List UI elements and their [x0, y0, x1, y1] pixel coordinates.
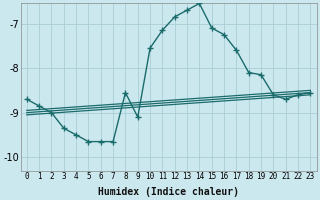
X-axis label: Humidex (Indice chaleur): Humidex (Indice chaleur)	[98, 186, 239, 197]
